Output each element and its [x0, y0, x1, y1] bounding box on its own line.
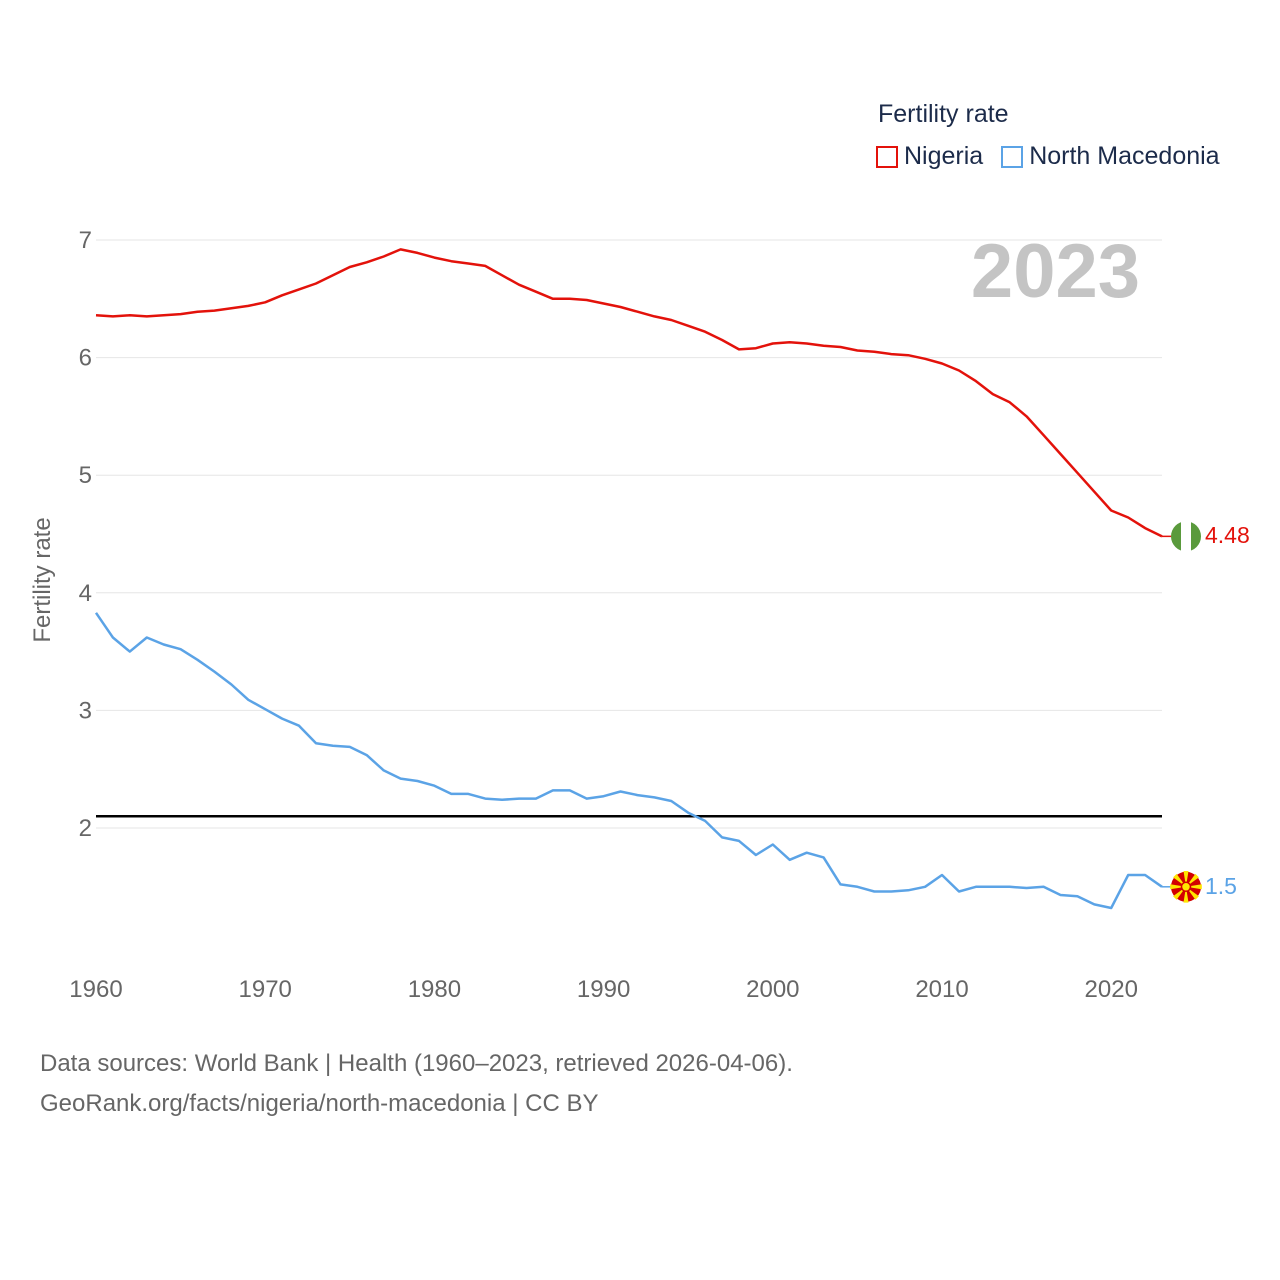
x-tick-label-1970: 1970: [239, 976, 292, 1003]
series-line-nigeria: [95, 248, 1163, 538]
end-value-nigeria: 4.48: [1205, 522, 1250, 549]
flag-marker-north-macedonia: [1170, 870, 1202, 903]
legend-title: Fertility rate: [878, 100, 1009, 128]
x-tick-label-2020: 2020: [1085, 976, 1138, 1003]
legend-swatch-nigeria: [876, 145, 898, 168]
flag-stripe-middle: [1181, 521, 1191, 552]
year-label: 2023: [970, 229, 1140, 314]
legend-label-north-macedonia: North Macedonia: [1029, 142, 1220, 170]
grid: [96, 239, 1162, 829]
flag-stripe-left: [1171, 521, 1181, 552]
source-note: Data sources: World Bank | Health (1960–…: [40, 1044, 793, 1124]
flag-stripe-right: [1191, 521, 1201, 552]
series-line-north-macedonia: [94, 612, 1163, 910]
x-tick-label-1960: 1960: [69, 976, 122, 1003]
y-tick-label-7: 7: [79, 227, 92, 254]
x-tick-label-1980: 1980: [408, 976, 461, 1003]
y-axis-ticks: 2 3 4 5 6 7: [79, 227, 92, 842]
y-tick-label-4: 4: [79, 580, 92, 607]
flag-ray-0: [1186, 884, 1202, 890]
x-tick-label-2000: 2000: [746, 976, 799, 1003]
flag-ray-4: [1170, 884, 1186, 890]
legend-item-north-macedonia[interactable]: North Macedonia: [1001, 142, 1220, 171]
end-value-north-macedonia: 1.5: [1205, 872, 1237, 899]
end-markers: [1170, 521, 1202, 903]
line-chart: 2 3 4 5 6 7 1960 1970 1980 1990 2000 2010 2020 Fert…: [29, 227, 1202, 1003]
y-tick-label-2: 2: [79, 815, 92, 842]
legend-item-nigeria[interactable]: Nigeria: [876, 142, 983, 171]
y-tick-label-5: 5: [79, 462, 92, 489]
x-tick-label-1990: 1990: [577, 976, 630, 1003]
y-tick-label-6: 6: [79, 345, 92, 372]
flag-marker-nigeria: [1171, 521, 1201, 552]
flag-ray-2: [1183, 886, 1189, 903]
x-tick-label-2010: 2010: [915, 976, 968, 1003]
source-line-1: Data sources: World Bank | Health (1960–…: [40, 1050, 793, 1077]
x-axis-ticks: 1960 1970 1980 1990 2000 2010 2020: [69, 976, 1138, 1003]
flag-ray-6: [1183, 870, 1189, 887]
legend-label-nigeria: Nigeria: [904, 142, 984, 170]
y-axis-label: Fertility rate: [29, 517, 56, 642]
source-line-2: GeoRank.org/facts/nigeria/north-macedoni…: [40, 1090, 599, 1117]
legend: Nigeria North Macedonia: [876, 142, 1238, 171]
y-tick-label-3: 3: [79, 697, 92, 724]
flag-sun-north-macedonia: [1180, 881, 1192, 893]
legend-swatch-north-macedonia: [1001, 145, 1024, 168]
series-lines: [94, 248, 1172, 910]
